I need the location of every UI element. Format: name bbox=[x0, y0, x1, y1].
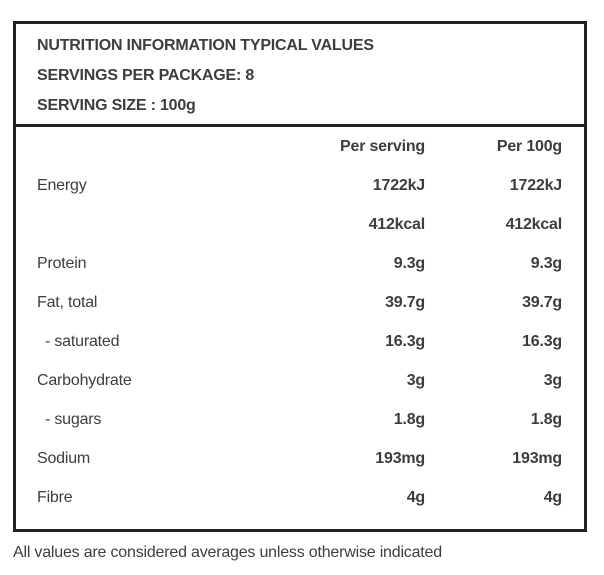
per-serving-value: 1722kJ bbox=[372, 176, 425, 194]
per-serving-value: 9.3g bbox=[393, 254, 425, 272]
panel-header: NUTRITION INFORMATION TYPICAL VALUES SER… bbox=[16, 24, 584, 127]
table-row: Fibre 4g 4g bbox=[16, 478, 584, 517]
table-row: - saturated 16.3g 16.3g bbox=[16, 322, 584, 361]
per-100g-value: 412kcal bbox=[505, 215, 563, 233]
per-serving-value: 39.7g bbox=[385, 293, 425, 311]
per-serving-value: 3g bbox=[406, 371, 425, 389]
per-serving-value: 4g bbox=[406, 488, 425, 506]
per-100g-value: 16.3g bbox=[522, 332, 562, 350]
nutrient-label: - saturated bbox=[45, 332, 120, 350]
column-header-row: Per serving Per 100g bbox=[16, 127, 584, 166]
table-row: - sugars 1.8g 1.8g bbox=[16, 400, 584, 439]
column-header-per-100g: Per 100g bbox=[496, 137, 562, 155]
nutrient-label: - sugars bbox=[45, 410, 102, 428]
nutrient-label: Fat, total bbox=[37, 293, 98, 311]
per-100g-value: 4g bbox=[543, 488, 562, 506]
per-serving-value: 412kcal bbox=[368, 215, 426, 233]
per-100g-value: 39.7g bbox=[522, 293, 562, 311]
panel-body: Per serving Per 100g Energy 1722kJ 1722k… bbox=[16, 127, 584, 517]
nutrient-label: Energy bbox=[37, 176, 87, 194]
nutrient-label: Sodium bbox=[37, 449, 91, 467]
per-100g-value: 1.8g bbox=[530, 410, 562, 428]
table-row: Fat, total 39.7g 39.7g bbox=[16, 283, 584, 322]
nutrient-label: Protein bbox=[37, 254, 87, 272]
table-row: Sodium 193mg 193mg bbox=[16, 439, 584, 478]
table-row: 412kcal 412kcal bbox=[16, 205, 584, 244]
footnote: All values are considered averages unles… bbox=[13, 544, 442, 561]
per-100g-value: 193mg bbox=[512, 449, 562, 467]
servings-per-package: SERVINGS PER PACKAGE: 8 bbox=[37, 67, 255, 84]
table-row: Energy 1722kJ 1722kJ bbox=[16, 166, 584, 205]
serving-size: SERVING SIZE : 100g bbox=[37, 97, 196, 114]
per-100g-value: 9.3g bbox=[530, 254, 562, 272]
table-row: Carbohydrate 3g 3g bbox=[16, 361, 584, 400]
nutrition-label-panel: NUTRITION INFORMATION TYPICAL VALUES SER… bbox=[13, 21, 587, 532]
nutrient-label: Carbohydrate bbox=[37, 371, 132, 389]
per-100g-value: 3g bbox=[543, 371, 562, 389]
per-serving-value: 193mg bbox=[375, 449, 425, 467]
panel-title: NUTRITION INFORMATION TYPICAL VALUES bbox=[37, 37, 374, 54]
per-serving-value: 16.3g bbox=[385, 332, 425, 350]
nutrient-label: Fibre bbox=[37, 488, 73, 506]
column-header-per-serving: Per serving bbox=[340, 137, 425, 155]
per-serving-value: 1.8g bbox=[393, 410, 425, 428]
table-rows: Energy 1722kJ 1722kJ 412kcal 412kcal Pro… bbox=[16, 166, 584, 517]
table-row: Protein 9.3g 9.3g bbox=[16, 244, 584, 283]
per-100g-value: 1722kJ bbox=[509, 176, 562, 194]
